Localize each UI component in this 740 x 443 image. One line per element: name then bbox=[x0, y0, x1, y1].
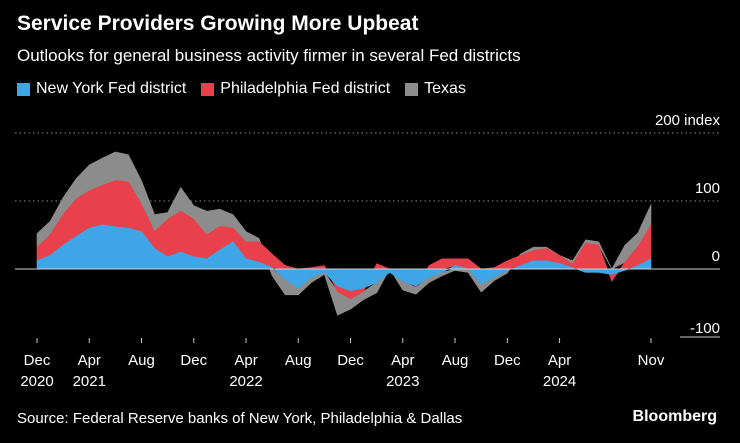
x-tick-label-6: Dec bbox=[337, 352, 364, 369]
x-tick-label-11: Nov bbox=[638, 352, 665, 369]
x-tick-label-7: Apr bbox=[391, 352, 414, 369]
y-tick-label-3: -100 bbox=[690, 320, 720, 337]
x-tick-label-4: Apr bbox=[234, 352, 257, 369]
chart-legend: New York Fed district Philadelphia Fed d… bbox=[17, 80, 481, 98]
x-tick-label-5: Aug bbox=[285, 352, 312, 369]
chart-subtitle: Outlooks for general business activity f… bbox=[17, 46, 521, 65]
x-year-label-7: 2023 bbox=[386, 373, 419, 390]
legend-item-philadelphia: Philadelphia Fed district bbox=[201, 80, 390, 98]
x-tick-label-9: Dec bbox=[494, 352, 521, 369]
stacked-areas bbox=[15, 151, 720, 316]
legend-swatch-philadelphia bbox=[201, 82, 215, 96]
chart-title: Service Providers Growing More Upbeat bbox=[17, 12, 419, 35]
legend-item-texas: Texas bbox=[405, 80, 466, 98]
x-tick-label-0: Dec bbox=[24, 352, 51, 369]
legend-label-philadelphia: Philadelphia Fed district bbox=[220, 80, 391, 97]
source-note: Source: Federal Reserve banks of New Yor… bbox=[17, 410, 463, 427]
x-tick-label-1: Apr bbox=[78, 352, 101, 369]
x-year-label-1: 2021 bbox=[73, 373, 106, 390]
legend-label-texas: Texas bbox=[424, 80, 466, 97]
x-year-label-0: 2020 bbox=[20, 373, 53, 390]
y-tick-label-0: 200 index bbox=[655, 112, 721, 129]
y-tick-label-1: 100 bbox=[695, 180, 720, 197]
x-tick-label-3: Dec bbox=[180, 352, 207, 369]
x-axis-labels: Dec 2020 Apr 2021 Aug Dec Apr 2022 Aug Dec Apr 2023… bbox=[20, 338, 665, 390]
y-tick-label-2: 0 bbox=[712, 248, 720, 265]
x-year-label-10: 2024 bbox=[543, 373, 576, 390]
x-tick-label-10: Apr bbox=[548, 352, 571, 369]
legend-label-new-york: New York Fed district bbox=[36, 80, 187, 97]
y-axis-labels: 200 index 100 0 -100 bbox=[655, 112, 721, 337]
x-tick-label-8: Aug bbox=[442, 352, 469, 369]
legend-swatch-texas bbox=[405, 82, 419, 96]
x-year-label-4: 2022 bbox=[229, 373, 262, 390]
legend-swatch-new-york bbox=[17, 82, 30, 96]
x-tick-label-2: Aug bbox=[128, 352, 155, 369]
legend-item-new-york: New York Fed district bbox=[17, 80, 186, 98]
bloomberg-logo: Bloomberg bbox=[632, 408, 717, 425]
